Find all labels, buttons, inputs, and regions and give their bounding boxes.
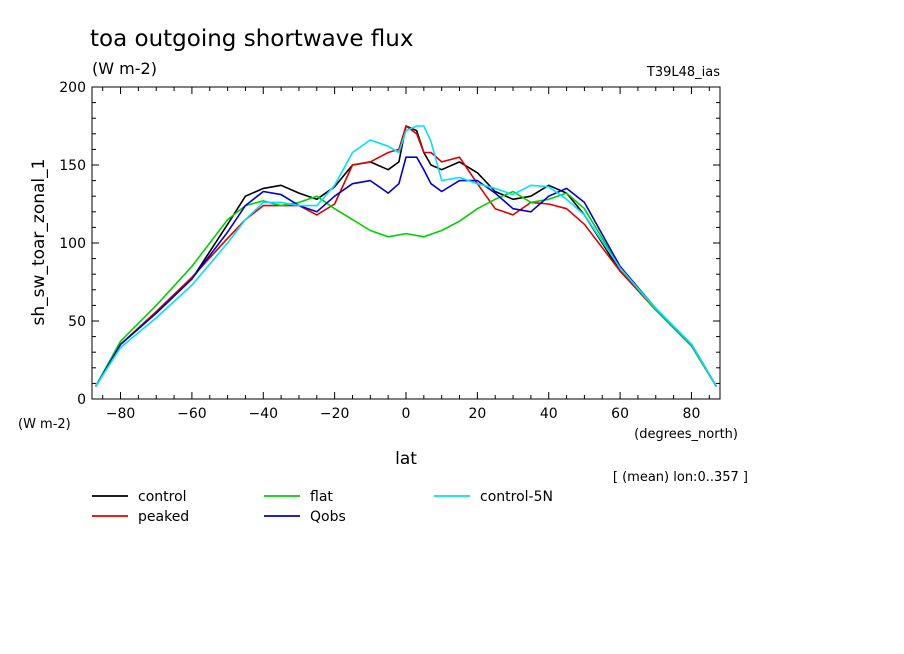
y-tick-label: 50 <box>68 314 86 330</box>
y-axis-label: sh_sw_toar_zonal_1 <box>29 159 49 326</box>
y-tick-label: 100 <box>59 236 86 252</box>
chart-units: (W m-2) <box>92 59 157 78</box>
x-tick-label: −60 <box>177 406 207 422</box>
series-line-peaked <box>94 125 718 387</box>
legend: control peaked flat Qobs control-5N <box>92 489 553 525</box>
series-line-qobs <box>94 156 718 387</box>
y-tick-label: 200 <box>59 80 86 96</box>
y-axis-units: (W m-2) <box>18 417 71 432</box>
x-axis-units: (degrees_north) <box>634 427 738 442</box>
series-line-control <box>94 125 718 387</box>
y-tick-label: 0 <box>77 392 86 408</box>
y-tick-label: 150 <box>59 158 86 174</box>
legend-label: control <box>138 489 187 505</box>
x-tick-label: 80 <box>683 406 701 422</box>
x-tick-label: −80 <box>106 406 136 422</box>
legend-label: control-5N <box>480 489 553 505</box>
series-line-control-5n <box>94 125 718 387</box>
axes: −80 −60 −40 −20 0 20 40 60 80 0 50 100 150 200 <box>59 80 721 422</box>
mean-note: [ (mean) lon:0..357 ] <box>613 470 748 485</box>
chart-title: toa outgoing shortwave flux <box>90 26 413 52</box>
x-tick-label: 20 <box>468 406 486 422</box>
x-tick-label: 60 <box>611 406 629 422</box>
x-tick-label: −20 <box>320 406 350 422</box>
plot-frame <box>91 86 721 400</box>
x-axis-label: lat <box>395 449 417 469</box>
x-tick-label: 0 <box>402 406 411 422</box>
x-tick-label: −40 <box>248 406 278 422</box>
x-tick-label: 40 <box>540 406 558 422</box>
legend-label: peaked <box>138 509 189 525</box>
legend-label: flat <box>310 489 333 505</box>
series-line-flat <box>94 190 718 387</box>
legend-label: Qobs <box>310 509 346 525</box>
series-lines <box>94 125 718 387</box>
model-label: T39L48_ias <box>646 65 720 80</box>
